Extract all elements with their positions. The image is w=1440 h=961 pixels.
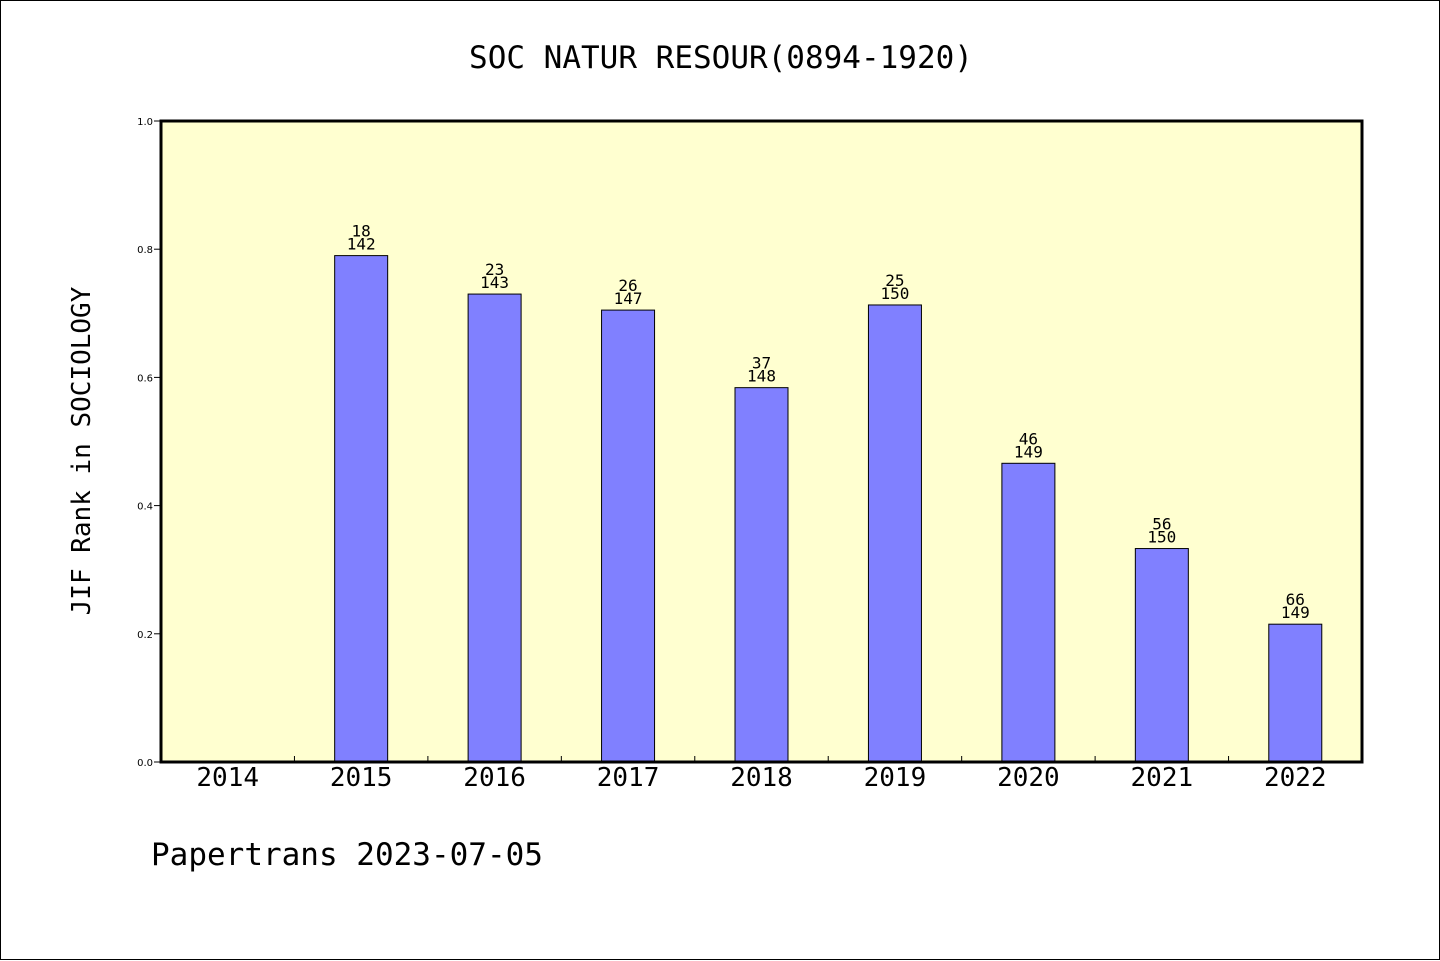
x-tick-label: 2014 (196, 763, 259, 793)
y-axis-label: JIF Rank in SOCIOLOGY (67, 286, 97, 615)
bar (334, 255, 389, 763)
y-tick-label: 0.8 (137, 245, 153, 256)
x-tick-label: 2018 (730, 763, 793, 793)
x-tick-label: 2021 (1131, 763, 1194, 793)
bar-total-label: 149 (1014, 442, 1043, 461)
bar (867, 304, 922, 763)
bar-total-label: 150 (1147, 528, 1176, 547)
bar (467, 293, 522, 763)
bar-total-label: 147 (614, 289, 643, 308)
bar-rank-label: 25 (885, 271, 904, 290)
y-tick-label: 0.0 (137, 758, 153, 769)
y-tick-label: 0.4 (137, 502, 153, 513)
bar (1001, 462, 1056, 763)
x-tick-label: 2016 (463, 763, 526, 793)
bar-rank-label: 46 (1019, 429, 1038, 448)
bar-rank-label: 26 (618, 276, 637, 295)
bar-rank-label: 66 (1286, 590, 1305, 609)
plot-border (159, 119, 1364, 764)
bar-total-label: 150 (880, 284, 909, 303)
bar-rank-label: 56 (1152, 515, 1171, 534)
bar-total-label: 143 (480, 273, 509, 292)
y-tick-label: 1.0 (137, 117, 153, 128)
x-axis: 2014 2015 2016 2017 2018 2019 2020 2021 2022 (196, 756, 1327, 793)
bar (1268, 623, 1323, 763)
bar (734, 387, 789, 763)
y-tick-label: 0.6 (137, 373, 153, 384)
bar-total-label: 148 (747, 367, 776, 386)
y-tick-label: 0.2 (137, 630, 153, 641)
footer-credit: Papertrans 2023-07-05 (151, 837, 543, 873)
x-tick-label: 2022 (1264, 763, 1327, 793)
bars-group (334, 255, 1323, 763)
x-tick-label: 2019 (864, 763, 927, 793)
y-axis: 0.0 0.2 0.4 0.6 0.8 1.0 (137, 117, 161, 769)
bar-rank-label: 18 (352, 222, 371, 241)
x-tick-label: 2017 (597, 763, 660, 793)
x-tick-label: 2015 (330, 763, 393, 793)
bar-total-label: 149 (1281, 603, 1310, 622)
bar (1134, 548, 1189, 763)
bar (601, 309, 656, 763)
bar-rank-label: 23 (485, 260, 504, 279)
bar-total-label: 142 (347, 235, 376, 254)
bar-rank-label: 37 (752, 354, 771, 373)
x-tick-label: 2020 (997, 763, 1060, 793)
chart-title: SOC NATUR RESOUR(0894-1920) (469, 40, 973, 76)
